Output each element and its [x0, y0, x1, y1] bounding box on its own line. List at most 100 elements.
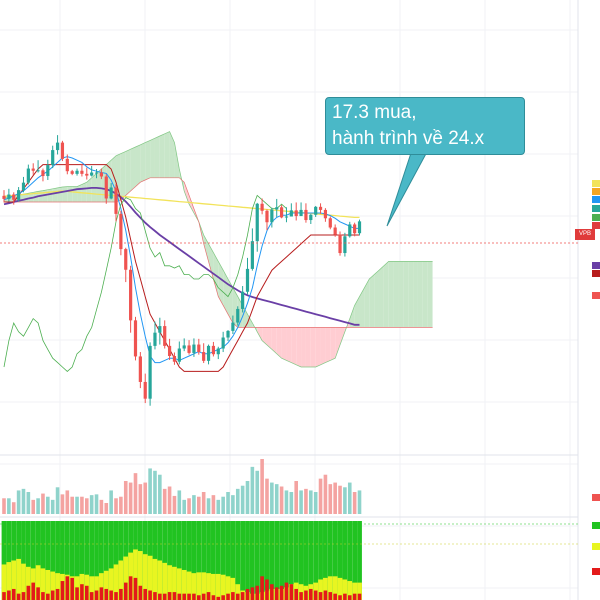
osc-red-bar [143, 588, 148, 600]
cloud-segment [242, 305, 248, 328]
osc-red-bar [16, 593, 21, 600]
osc-green-bar [94, 521, 99, 600]
osc-red-bar [60, 581, 65, 600]
volume-bar [313, 492, 318, 514]
candle-body [333, 227, 337, 235]
osc-green-bar [45, 521, 51, 600]
osc-yellow-bar [176, 568, 182, 600]
osc-green-bar [240, 521, 246, 600]
candle-body [182, 345, 186, 349]
osc-red-bar [260, 576, 264, 600]
osc-green-bar [64, 521, 70, 600]
volume-bar [36, 498, 40, 514]
osc-yellow-bar [352, 582, 358, 600]
osc-red-bar [187, 593, 191, 600]
candle-body [143, 381, 147, 399]
volume-bar [50, 499, 55, 514]
candle-body [167, 345, 172, 356]
osc-yellow-bar [50, 571, 56, 600]
osc-red-bar [31, 582, 36, 600]
candle-body [357, 221, 362, 234]
volume-bar [11, 502, 16, 514]
osc-green-bar [225, 521, 231, 600]
volume-bar [343, 487, 347, 514]
volume-bar [255, 470, 260, 514]
volume-bar [357, 490, 362, 514]
osc-yellow-bar [35, 565, 41, 600]
osc-green-bar [249, 521, 255, 600]
candle-body [299, 209, 303, 217]
osc-red-bar [197, 595, 201, 600]
candle-body [318, 206, 323, 210]
osc-red-bar [216, 596, 221, 600]
candle-body [197, 344, 201, 353]
candlesticks [2, 135, 362, 406]
candle-body [323, 209, 328, 219]
cloud-segment [374, 270, 379, 328]
osc-green-bar [254, 521, 260, 600]
osc-green-bar [89, 521, 95, 600]
candle-body [343, 236, 347, 254]
cloud-segment [67, 186, 73, 202]
indicator-lines [3, 156, 360, 372]
osc-yellow-bar [206, 573, 211, 600]
osc-yellow-bar [108, 568, 114, 600]
annotation-callout[interactable]: 17.3 mua, hành trình về 24.x [325, 97, 525, 155]
osc-yellow-bar [167, 565, 172, 600]
candle-body [216, 348, 220, 355]
candle-body [133, 320, 138, 357]
cloud-segment [330, 327, 336, 361]
osc-yellow-bar [55, 573, 60, 600]
osc-red-bar [162, 593, 167, 600]
candle-body [284, 216, 289, 218]
candle-body [241, 291, 245, 309]
cloud-segment [120, 151, 126, 200]
osc-red-bar [270, 584, 274, 600]
volume-bar [167, 486, 172, 514]
osc-yellow-bar [220, 574, 226, 600]
cloud-segment [271, 327, 277, 354]
osc-yellow-bar [103, 570, 109, 600]
candle-body [80, 170, 84, 174]
volume-bar [26, 492, 31, 514]
osc-yellow-bar [196, 572, 202, 600]
volume-bar [21, 488, 26, 514]
cloud-segment [257, 327, 263, 341]
cloud-segment [164, 131, 170, 178]
osc-red-bar [75, 587, 79, 600]
osc-yellow-bar [40, 568, 46, 600]
osc-green-bar [69, 521, 75, 600]
osc-green-bar [60, 521, 65, 600]
osc-green-bar [40, 521, 46, 600]
candle-body [158, 326, 162, 333]
cloud-segment [57, 187, 63, 202]
volume-bar [318, 478, 323, 514]
volume-bar [114, 498, 118, 514]
cloud-segment [281, 327, 287, 361]
axis-value-tag [592, 494, 600, 501]
cloud-segment [291, 327, 297, 365]
cloud-segment [223, 270, 229, 315]
osc-green-bar [298, 521, 304, 600]
osc-green-bar [186, 521, 192, 600]
candle-body [304, 209, 308, 221]
osc-red-bar [192, 593, 196, 600]
volume-bar [260, 459, 264, 514]
osc-red-bar [172, 592, 177, 600]
cloud-segment [150, 138, 155, 178]
cloud-segment [310, 327, 316, 367]
cloud-segment [349, 305, 355, 328]
osc-red-bar [2, 592, 6, 600]
cloud-segment [52, 187, 58, 202]
volume-bar [245, 481, 250, 514]
volume-bar [109, 490, 113, 514]
volume-bar [172, 495, 177, 514]
volume-bar [65, 490, 70, 514]
right-price-axis[interactable] [592, 180, 600, 575]
volume-bar [250, 466, 255, 514]
osc-red-bar [104, 588, 109, 600]
osc-green-bar [332, 521, 338, 600]
osc-yellow-bar [45, 569, 51, 600]
osc-green-bar [235, 521, 241, 600]
